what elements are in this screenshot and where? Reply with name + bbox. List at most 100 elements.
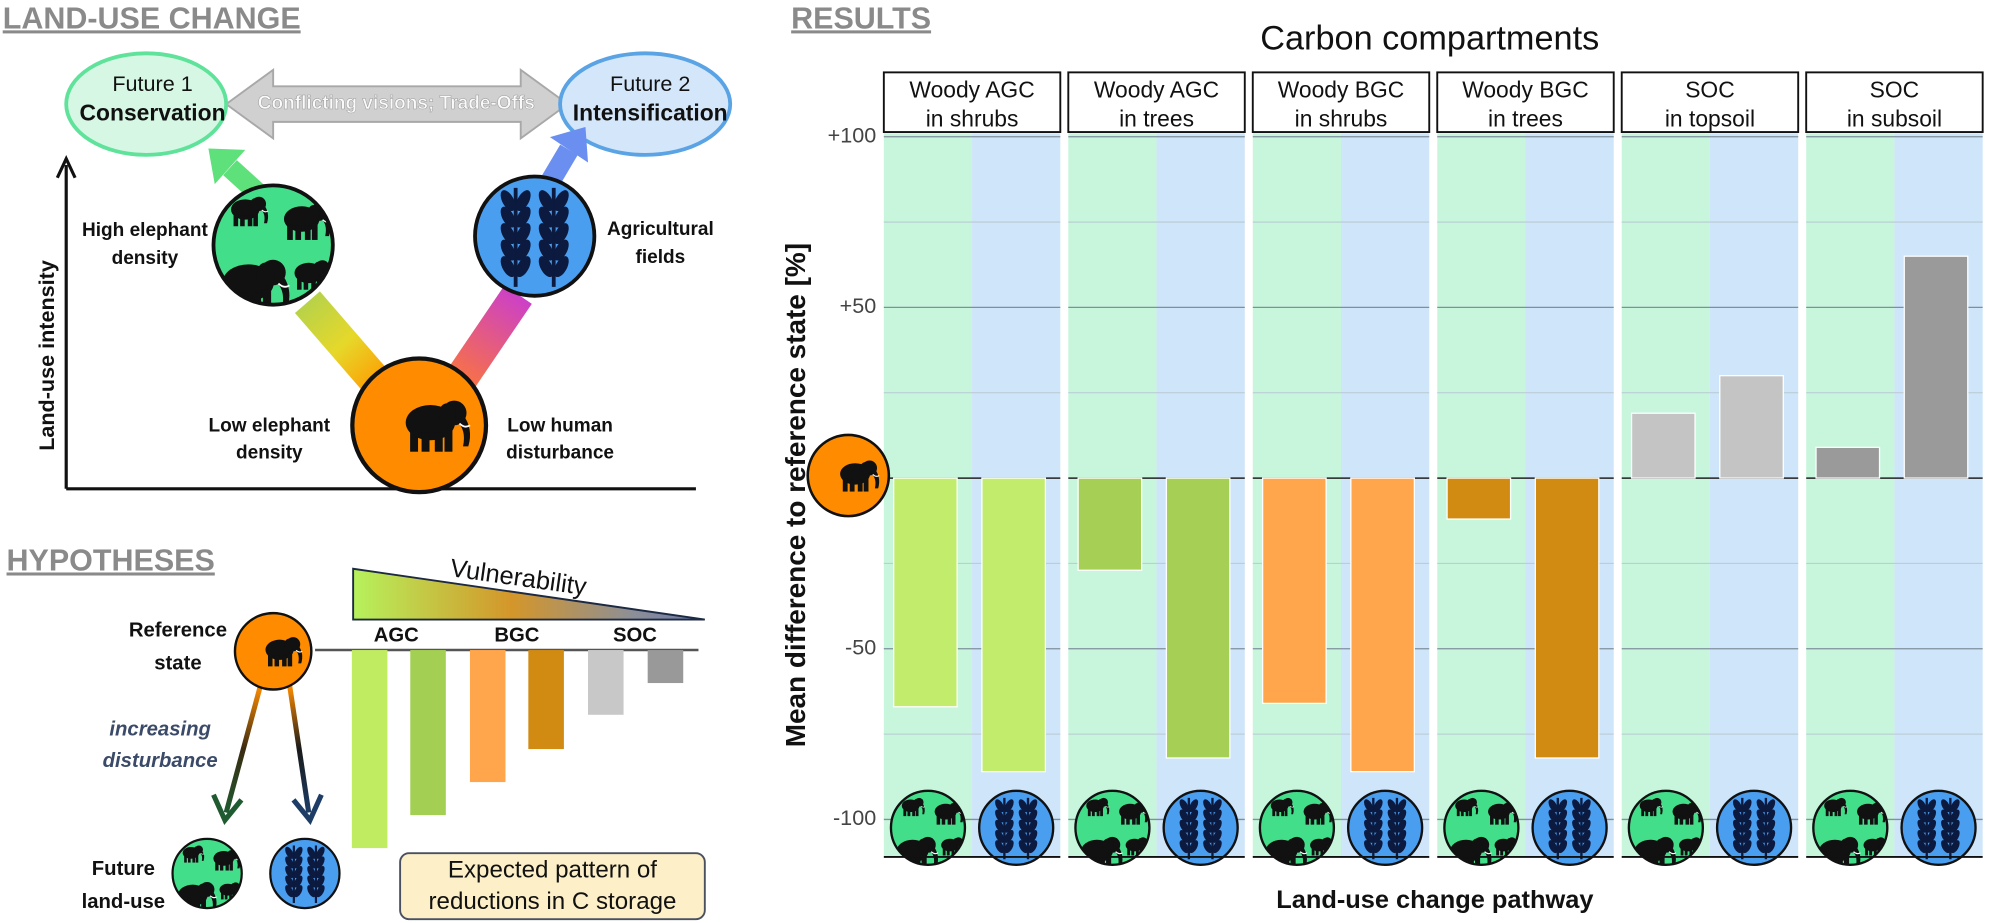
schematic-bar <box>588 650 624 715</box>
reference-icon <box>808 435 889 516</box>
pathway-arrow <box>294 291 394 399</box>
facet-label: in shrubs <box>1295 106 1388 132</box>
conservation-icon <box>213 185 332 312</box>
future-label: Future 2 <box>610 71 690 96</box>
arrow-head <box>208 148 246 185</box>
section-heading: HYPOTHESES <box>7 543 215 577</box>
label: state <box>154 652 201 674</box>
arrow-head <box>211 793 244 825</box>
facet-strip <box>1620 71 1800 133</box>
facet-strip <box>1251 71 1431 133</box>
axis-label: Land-use intensity <box>34 260 59 451</box>
future-name: Conservation <box>80 99 226 125</box>
pathway-icon <box>1531 789 1608 866</box>
pathway-icon <box>1900 789 1977 866</box>
bar <box>1719 375 1784 479</box>
pathway-background <box>1709 133 1799 857</box>
label: Low elephant <box>209 416 331 437</box>
pathway-icon <box>978 789 1055 866</box>
compartment-label: SOC <box>613 624 657 646</box>
pathway-icon <box>1715 789 1793 866</box>
future-2-ellipse <box>558 51 733 157</box>
bar <box>1815 446 1881 479</box>
label: Reference <box>129 619 227 641</box>
facet-label: in subsoil <box>1847 106 1942 132</box>
facet-label: in topsoil <box>1665 106 1755 132</box>
facet-label: in trees <box>1119 106 1194 132</box>
disturbance-arrow <box>223 684 263 814</box>
note: reductions in C storage <box>429 888 677 915</box>
schematic-bar <box>351 650 388 849</box>
facet-label: Woody AGC <box>1094 76 1219 102</box>
facet-label: Woody BGC <box>1462 76 1589 102</box>
x-axis-label: Land-use change pathway <box>1276 886 1593 914</box>
facet-label: Woody AGC <box>909 76 1034 102</box>
label: land-use <box>82 891 165 913</box>
facet-label: Woody BGC <box>1278 76 1405 102</box>
future-1-ellipse <box>64 51 229 157</box>
facet-label: SOC <box>1685 76 1735 102</box>
pathway-background <box>1894 133 1983 857</box>
disturbance-arrow <box>287 685 312 813</box>
label: Agricultural <box>607 219 714 240</box>
compartment-label: BGC <box>494 624 539 646</box>
schematic-bar <box>528 650 564 750</box>
label: High elephant <box>82 220 208 241</box>
conservation-icon <box>173 839 242 913</box>
pathway-icon <box>1162 789 1239 866</box>
pathway-background <box>1806 133 1895 857</box>
label: Low human <box>507 416 613 437</box>
bar <box>981 477 1047 773</box>
label: disturbance <box>103 750 218 772</box>
label: increasing <box>109 718 211 740</box>
bar <box>1630 412 1696 479</box>
bar <box>893 477 958 708</box>
arrow-head <box>549 126 589 163</box>
label: density <box>112 248 179 269</box>
chart-title: RESULTS <box>791 1 931 35</box>
arrow-head <box>291 793 324 825</box>
reference-icon <box>352 358 486 492</box>
facet-strip <box>1436 71 1615 133</box>
future-name: Intensification <box>573 99 728 125</box>
schematic-bar <box>469 650 506 783</box>
facet-strip <box>1805 71 1984 133</box>
note: Expected pattern of <box>448 856 657 883</box>
bar <box>1077 477 1143 571</box>
trade-off-label: Conflicting visions; Trade-Offs <box>258 93 535 114</box>
chart-subtitle: Carbon compartments <box>1260 20 1599 58</box>
axis-arrow <box>55 154 77 179</box>
compartment-label: AGC <box>374 624 419 646</box>
facet-label: SOC <box>1870 76 1920 102</box>
plot: +100 +50 -50 -100 Woody AGC in shrubs Woody AG… <box>808 71 1984 869</box>
label: Future <box>92 858 155 880</box>
bar <box>1903 255 1969 479</box>
y-tick-label: +100 <box>828 122 877 147</box>
y-tick-label: -100 <box>833 805 876 830</box>
bar <box>1165 477 1231 759</box>
reference-icon <box>235 613 311 689</box>
facet-strip <box>1067 71 1246 133</box>
intensification-icon <box>473 174 597 298</box>
bar <box>1446 477 1512 520</box>
note-box <box>399 852 706 921</box>
pathway-icon <box>1346 789 1424 866</box>
y-tick-label: +50 <box>840 293 877 318</box>
label: disturbance <box>506 442 614 463</box>
facet-strip <box>882 71 1062 133</box>
bar <box>1350 477 1415 773</box>
facet-label: in trees <box>1488 106 1563 132</box>
schematic-bar <box>647 650 684 684</box>
label: fields <box>636 247 686 268</box>
schematic-bar <box>410 650 446 816</box>
pathway-background <box>1621 133 1710 857</box>
label: density <box>236 442 303 463</box>
bar <box>1534 477 1600 759</box>
section-heading: LAND-USE CHANGE <box>3 1 301 35</box>
facet-label: in shrubs <box>926 106 1019 132</box>
y-tick-label: -50 <box>845 634 876 659</box>
intensification-icon <box>269 837 341 910</box>
vulnerability-wedge <box>352 567 705 621</box>
